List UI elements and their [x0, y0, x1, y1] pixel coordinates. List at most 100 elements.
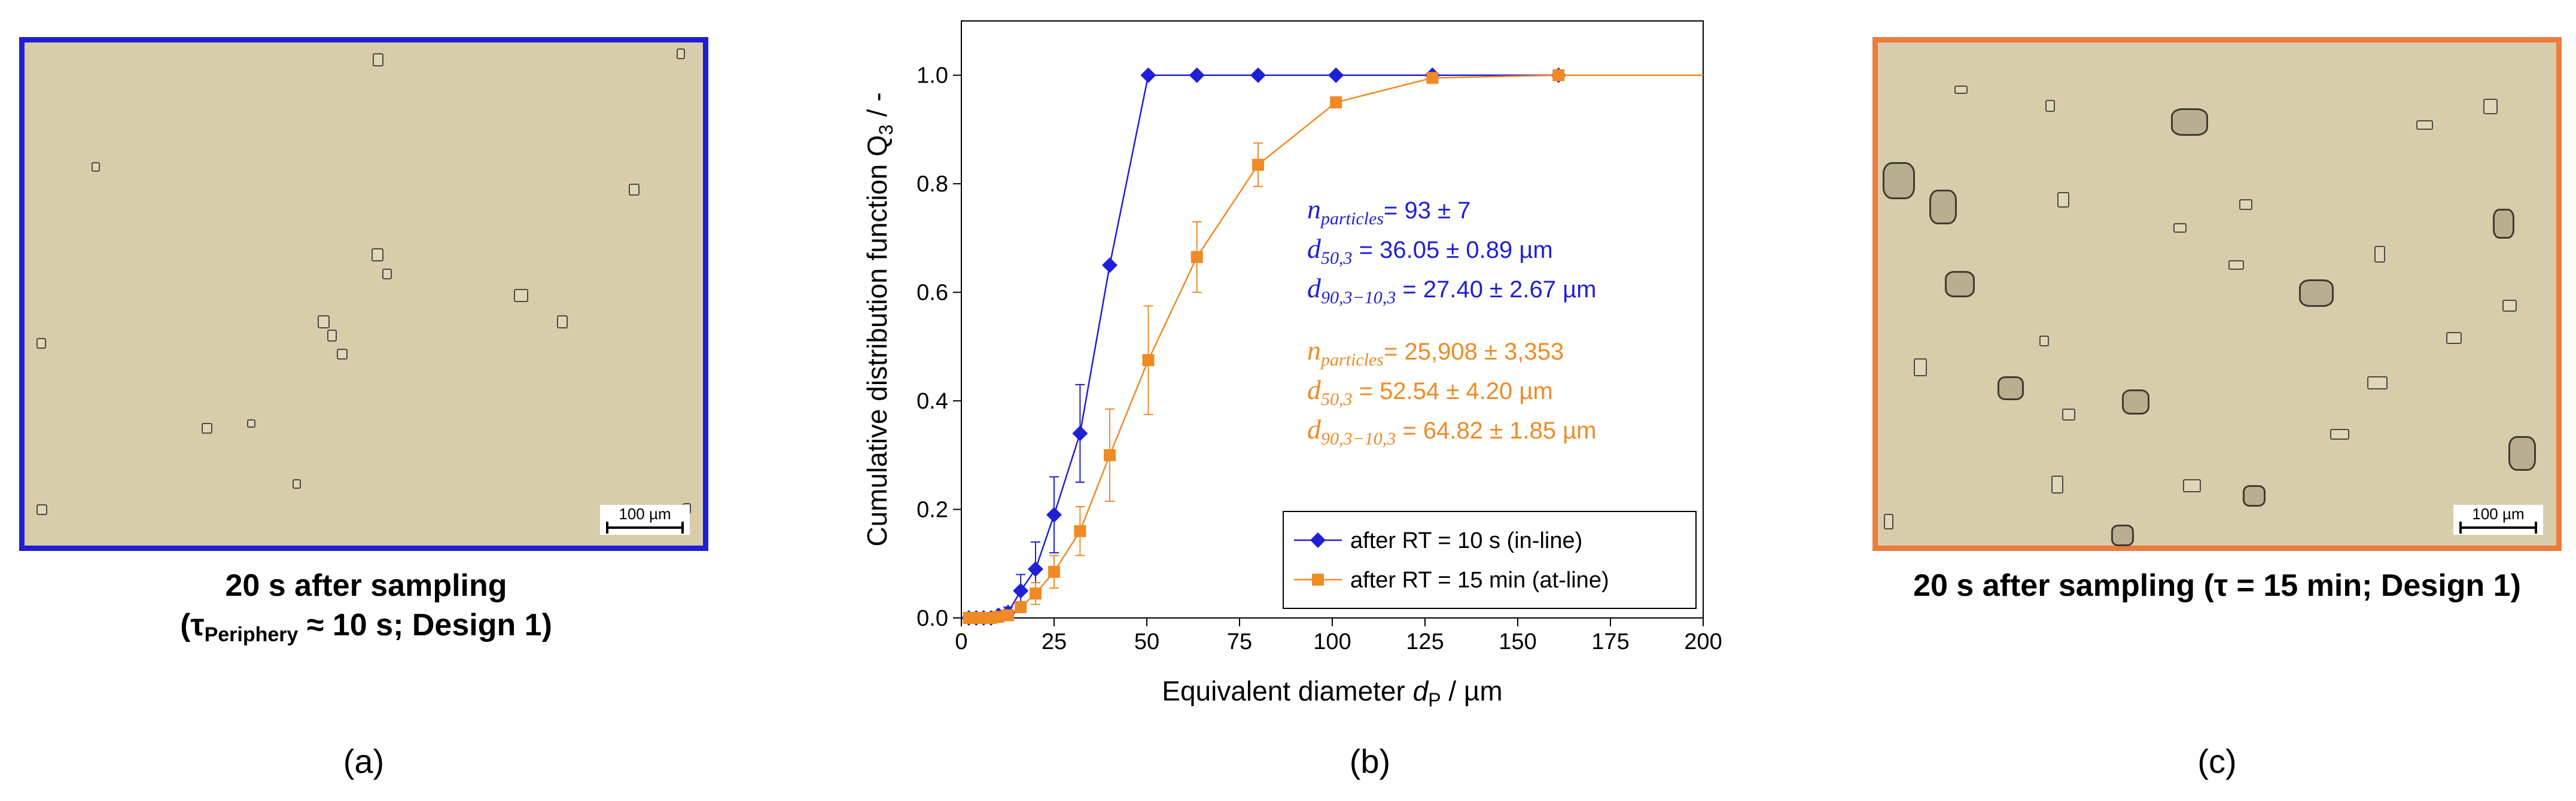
crystal [2062, 409, 2075, 421]
x-tick-label: 200 [1684, 629, 1722, 654]
crystal [92, 162, 100, 172]
data-point [1252, 159, 1264, 171]
y-tick-label: 0.2 [916, 498, 948, 523]
crystal [2374, 246, 2385, 263]
caption-a: 20 s after sampling (τPeriphery ≈ 10 s; … [139, 566, 593, 654]
crystal [2416, 120, 2433, 130]
crystal [2183, 479, 2201, 492]
data-point [1028, 561, 1043, 577]
crystal [2502, 300, 2517, 312]
data-point [1015, 601, 1027, 613]
legend-label: after RT = 15 min (at-line) [1350, 568, 1609, 593]
crystal [2051, 476, 2063, 494]
crystal-aggregate [1998, 376, 2024, 400]
data-point [1189, 67, 1205, 83]
annotation-line: nparticles= 93 ± 7 [1307, 194, 1470, 229]
crystal [202, 423, 212, 434]
annotation-line: d50,3 = 36.05 ± 0.89 µm [1307, 233, 1553, 268]
crystal [2057, 192, 2069, 208]
scale-bar: 100 µm [2453, 505, 2543, 535]
annotation-line: d90,3−10,3 = 27.40 ± 2.67 µm [1307, 273, 1596, 307]
data-point [1552, 69, 1565, 81]
crystal-aggregate [1929, 190, 1957, 224]
crystal [2239, 199, 2252, 210]
data-point [1328, 67, 1344, 83]
crystal [557, 315, 568, 328]
crystal-aggregate [1945, 271, 1975, 297]
x-tick-label: 50 [1134, 629, 1159, 654]
annotation-line: d90,3−10,3 = 64.82 ± 1.85 µm [1307, 414, 1596, 449]
crystal [1914, 358, 1927, 376]
crystal [2228, 260, 2244, 270]
crystal [36, 504, 47, 515]
micrograph-a: 100 µm [19, 37, 708, 551]
legend-marker [1312, 574, 1324, 586]
crystal [372, 248, 383, 261]
crystal [318, 315, 330, 328]
legend-marker [1310, 532, 1326, 548]
crystal [1884, 514, 1893, 529]
crystal-aggregate [2111, 525, 2134, 546]
x-axis-label: Equivalent diameter dP / µm [1162, 675, 1502, 711]
data-point [1102, 257, 1118, 273]
crystal [382, 269, 392, 279]
y-tick-label: 0.6 [916, 281, 948, 306]
crystal-aggregate [2299, 279, 2334, 307]
crystal [327, 330, 337, 342]
data-point [1013, 583, 1029, 599]
crystal [293, 479, 301, 489]
data-point [1190, 251, 1203, 263]
crystal [373, 53, 383, 66]
scale-bar-label: 100 µm [2472, 505, 2525, 523]
crystal [2330, 429, 2349, 440]
annotation-line: nparticles= 25,908 ± 3,353 [1307, 335, 1564, 370]
panel-label-c: (c) [2197, 742, 2237, 780]
x-tick-label: 75 [1227, 629, 1252, 654]
crystal [337, 349, 348, 360]
caption-a-line2: (τPeriphery ≈ 10 s; Design 1) [180, 608, 552, 646]
data-point [992, 611, 1004, 623]
crystal [514, 289, 528, 302]
data-point [1048, 565, 1060, 578]
micrograph-c: 100 µm [1872, 37, 2562, 551]
crystal-aggregate [2122, 389, 2149, 415]
data-point [1030, 587, 1042, 600]
caption-a-line1: 20 s after sampling [225, 568, 507, 603]
y-tick-label: 1.0 [916, 63, 948, 89]
data-point [1426, 72, 1439, 84]
crystal [2367, 376, 2388, 389]
x-tick-label: 175 [1591, 629, 1629, 654]
y-tick-label: 0.0 [916, 606, 948, 631]
crystal [1954, 86, 1968, 94]
cdf-chart: 0 25 50 75 100 125 150 175 200 0.0 0.2 0.4 0.6 0.8 1.0… [861, 20, 1722, 711]
panel-label-b: (b) [1349, 742, 1391, 780]
x-tick-label: 0 [955, 629, 967, 654]
scale-bar-label: 100 µm [619, 505, 671, 523]
crystal [2039, 336, 2049, 346]
data-point [1002, 609, 1015, 622]
crystal [36, 338, 46, 349]
y-tick-label: 0.4 [916, 389, 948, 414]
scale-bar: 100 µm [600, 505, 690, 535]
data-point [1046, 507, 1062, 523]
data-point [1250, 67, 1266, 83]
y-axis-label: Cumulative distribution function Q3 / - [861, 92, 897, 546]
data-point [1140, 67, 1156, 83]
data-point [1074, 525, 1086, 537]
crystal [2483, 99, 2498, 114]
legend-box [1283, 511, 1697, 609]
legend-label: after RT = 10 s (in-line) [1350, 528, 1582, 553]
crystal-aggregate [2243, 485, 2266, 507]
crystal [2173, 223, 2187, 233]
crystal-aggregate [2171, 108, 2208, 136]
x-tick-label: 125 [1406, 629, 1444, 654]
crystal-aggregate [2508, 436, 2536, 471]
x-tick-label: 100 [1313, 629, 1351, 654]
caption-c: 20 s after sampling (τ = 15 min; Design … [1913, 568, 2521, 603]
crystal [629, 184, 640, 196]
x-tick-label: 25 [1042, 629, 1067, 654]
crystal-aggregate [1883, 162, 1915, 199]
y-tick-label: 0.8 [916, 172, 948, 197]
data-point [1142, 354, 1155, 367]
crystal-aggregate [2493, 209, 2514, 239]
